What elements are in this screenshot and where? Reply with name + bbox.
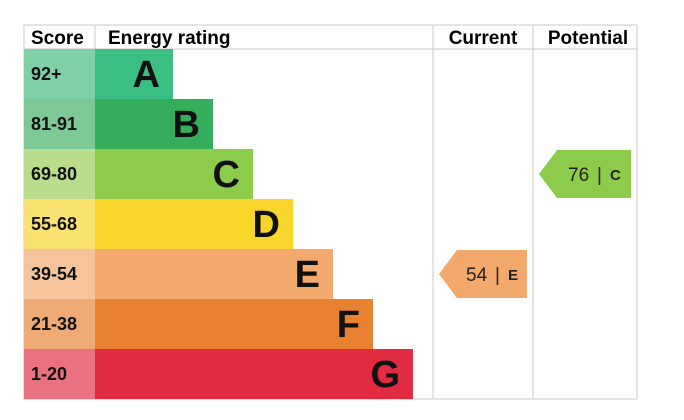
band-bar-d (95, 199, 293, 249)
rating-markers: 54 | E 76 | C (439, 150, 631, 298)
current-rating-marker: 54 | E (439, 250, 527, 298)
current-rating-marker-separator: | (495, 265, 500, 286)
band-row-d: 55-68 D (24, 199, 293, 249)
band-score-label: 69-80 (31, 164, 77, 184)
rating-bands: 92+ A 81-91 B 69-80 C 55-68 D 39-54 E 21-38 F 1-20 G (24, 49, 413, 399)
band-letter: G (370, 354, 400, 396)
header-energy-rating: Energy rating (108, 28, 230, 49)
band-score-label: 81-91 (31, 114, 77, 134)
band-score-cell (24, 299, 95, 349)
potential-rating-marker: 76 | C (539, 150, 631, 198)
band-row-g: 1-20 G (24, 349, 413, 399)
potential-rating-marker-separator: | (597, 165, 602, 186)
band-score-cell (24, 199, 95, 249)
band-score-label: 1-20 (31, 364, 67, 384)
band-bar-c (95, 149, 253, 199)
band-score-label: 21-38 (31, 314, 77, 334)
band-score-cell (24, 49, 95, 99)
band-score-cell (24, 349, 95, 399)
band-score-cell (24, 99, 95, 149)
current-rating-marker-letter: E (508, 267, 518, 284)
band-bar-g (95, 349, 413, 399)
band-letter: C (213, 154, 240, 196)
band-bar-f (95, 299, 373, 349)
current-rating-marker-value: 54 (466, 265, 488, 286)
band-bar-a (95, 49, 173, 99)
potential-rating-marker-value: 76 (568, 165, 589, 186)
header-score: Score (31, 28, 84, 49)
header-current: Current (449, 28, 518, 49)
band-score-cell (24, 249, 95, 299)
band-row-a: 92+ A (24, 49, 173, 99)
band-letter: D (253, 204, 280, 246)
band-score-cell (24, 149, 95, 199)
band-row-c: 69-80 C (24, 149, 253, 199)
band-row-b: 81-91 B (24, 99, 213, 149)
header-potential: Potential (548, 28, 628, 49)
band-score-label: 39-54 (31, 264, 77, 284)
band-row-e: 39-54 E (24, 249, 333, 299)
band-letter: E (295, 254, 320, 296)
band-letter: B (173, 104, 200, 146)
potential-rating-marker-letter: C (610, 167, 621, 184)
current-rating-marker-arrow (439, 250, 527, 298)
band-letter: A (133, 54, 160, 96)
band-row-f: 21-38 F (24, 299, 373, 349)
band-score-label: 55-68 (31, 214, 77, 234)
band-score-label: 92+ (31, 64, 62, 84)
potential-rating-marker-arrow (539, 150, 631, 198)
band-bar-e (95, 249, 333, 299)
band-letter: F (337, 304, 360, 346)
band-bar-b (95, 99, 213, 149)
